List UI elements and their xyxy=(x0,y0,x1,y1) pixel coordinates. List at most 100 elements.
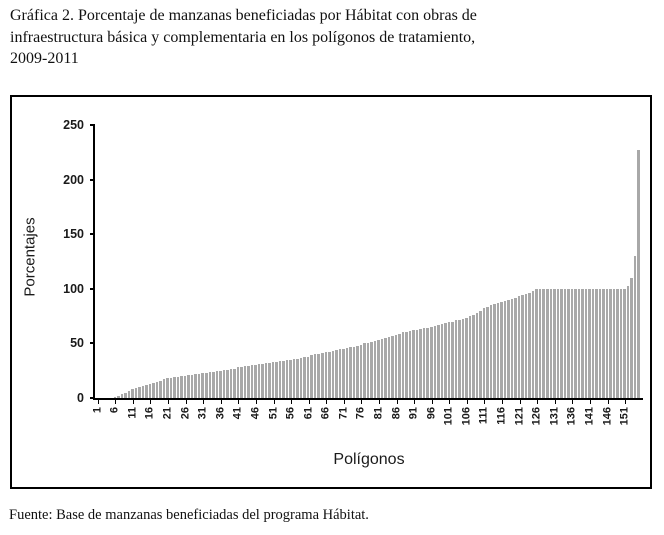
bar xyxy=(352,346,356,398)
bar-slot xyxy=(173,125,177,398)
bar xyxy=(377,340,380,398)
bar xyxy=(317,354,320,398)
bar-slot xyxy=(387,125,392,398)
bar xyxy=(591,288,595,398)
bar-slot xyxy=(352,125,357,398)
bar xyxy=(472,315,475,398)
bar xyxy=(595,288,598,398)
bar xyxy=(226,369,229,398)
bar-slot xyxy=(479,125,483,398)
bar-slot xyxy=(377,125,381,398)
bar-slot xyxy=(229,125,234,398)
bar xyxy=(521,295,524,398)
bar xyxy=(204,372,208,398)
bar xyxy=(514,297,517,398)
x-tick-slot: 151 xyxy=(619,400,631,452)
bar xyxy=(570,288,574,398)
bar-slot xyxy=(577,125,582,398)
x-tick-slot: 36 xyxy=(214,400,226,452)
x-tick-mark xyxy=(150,400,152,404)
bar xyxy=(321,353,324,398)
y-tick-mark xyxy=(90,178,95,181)
bar xyxy=(465,318,468,398)
bar xyxy=(313,354,317,398)
bar xyxy=(496,303,500,398)
bar-slot xyxy=(345,125,350,398)
bar xyxy=(373,341,377,398)
bar-slot xyxy=(633,125,638,398)
bar-slot xyxy=(208,125,213,398)
bar xyxy=(574,288,577,398)
bar xyxy=(563,288,567,398)
bar xyxy=(408,331,412,398)
bar-slot xyxy=(359,125,364,398)
bar-slot xyxy=(616,125,620,398)
bar xyxy=(275,361,278,398)
x-tick-mark xyxy=(185,400,187,404)
x-tick-mark xyxy=(449,400,451,404)
bar-slot xyxy=(496,125,501,398)
bar xyxy=(176,377,180,398)
bar xyxy=(412,330,415,398)
bar-slot xyxy=(236,125,241,398)
x-tick-slot: 106 xyxy=(460,400,472,452)
x-tick-slot: 86 xyxy=(390,400,402,452)
y-tick-label: 50 xyxy=(70,336,84,351)
bar-slot xyxy=(391,125,395,398)
x-axis-title: Polígonos xyxy=(333,451,405,468)
bar xyxy=(626,285,630,398)
bar xyxy=(173,377,176,398)
bar xyxy=(468,316,472,398)
bar xyxy=(454,320,458,398)
bar-slot xyxy=(349,125,353,398)
bar xyxy=(489,305,493,398)
bar-slot xyxy=(166,125,170,398)
bar xyxy=(440,323,444,398)
bar xyxy=(567,288,570,398)
bar xyxy=(356,345,359,398)
figure-caption: Gráfica 2. Porcentaje de manzanas benefi… xyxy=(10,5,656,70)
bar-slot xyxy=(563,125,568,398)
bar-slot xyxy=(549,125,554,398)
bar-slot xyxy=(289,125,293,398)
bar-slot xyxy=(454,125,459,398)
bar-slot xyxy=(531,125,536,398)
bar xyxy=(426,328,429,398)
bar xyxy=(127,391,131,398)
bar-slot xyxy=(574,125,578,398)
bar-slot xyxy=(176,125,181,398)
x-tick-slot: 21 xyxy=(162,400,174,452)
bar-slot xyxy=(415,125,420,398)
x-tick-mark xyxy=(238,400,240,404)
bar-slot xyxy=(584,125,589,398)
bar-slot xyxy=(321,125,325,398)
bar-slot xyxy=(148,125,153,398)
bar-slot xyxy=(451,125,455,398)
x-tick-mark xyxy=(502,400,504,404)
bar xyxy=(169,378,173,398)
bar xyxy=(546,288,549,398)
bar-slot xyxy=(538,125,543,398)
x-tick-slot: 66 xyxy=(320,400,332,452)
bar-slot xyxy=(468,125,473,398)
bar xyxy=(215,370,219,398)
x-tick-mark xyxy=(484,400,486,404)
bar xyxy=(384,337,387,398)
y-tick-mark xyxy=(90,287,95,290)
figure-caption-line: 2009-2011 xyxy=(10,50,79,68)
x-tick-mark xyxy=(97,400,99,404)
bar-slot xyxy=(155,125,160,398)
bar xyxy=(623,288,626,398)
bar xyxy=(134,388,138,398)
x-tick-slot: 46 xyxy=(249,400,261,452)
bar-slot xyxy=(542,125,546,398)
bar xyxy=(183,376,187,398)
bar-slot xyxy=(489,125,494,398)
bar xyxy=(155,381,159,398)
bar xyxy=(605,288,609,398)
bar-slot xyxy=(159,125,163,398)
x-tick-mark xyxy=(132,400,134,404)
bar xyxy=(500,301,503,398)
bar-slot xyxy=(419,125,423,398)
bar-slot xyxy=(134,125,139,398)
